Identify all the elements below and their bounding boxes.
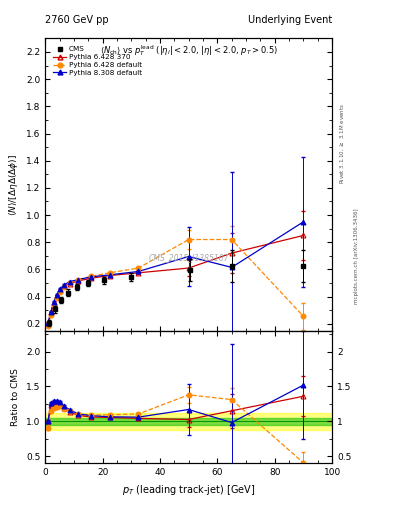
Bar <box>45 418 332 425</box>
Text: CMS_2015_I1385107: CMS_2015_I1385107 <box>149 253 229 262</box>
Y-axis label: $\langle N\rangle/[\Delta\eta\Delta(\Delta\phi)]$: $\langle N\rangle/[\Delta\eta\Delta(\Del… <box>7 154 20 216</box>
Bar <box>45 413 332 430</box>
X-axis label: $p_T$ (leading track-jet) [GeV]: $p_T$ (leading track-jet) [GeV] <box>122 483 255 497</box>
Text: Rivet 3.1.10, $\geq$ 3.1M events: Rivet 3.1.10, $\geq$ 3.1M events <box>339 103 346 184</box>
Text: 2760 GeV pp: 2760 GeV pp <box>45 15 109 25</box>
Text: $\langle N_{\rm ch}\rangle$ vs $p_T^{\rm lead}$ ($|\eta_l|<2.0$, $|\eta|<2.0$, $: $\langle N_{\rm ch}\rangle$ vs $p_T^{\rm… <box>100 43 277 58</box>
Legend: CMS, Pythia 6.428 370, Pythia 6.428 default, Pythia 8.308 default: CMS, Pythia 6.428 370, Pythia 6.428 defa… <box>51 45 143 77</box>
Text: Underlying Event: Underlying Event <box>248 15 332 25</box>
Text: mcplots.cern.ch [arXiv:1306.3436]: mcplots.cern.ch [arXiv:1306.3436] <box>354 208 359 304</box>
Y-axis label: Ratio to CMS: Ratio to CMS <box>11 368 20 426</box>
